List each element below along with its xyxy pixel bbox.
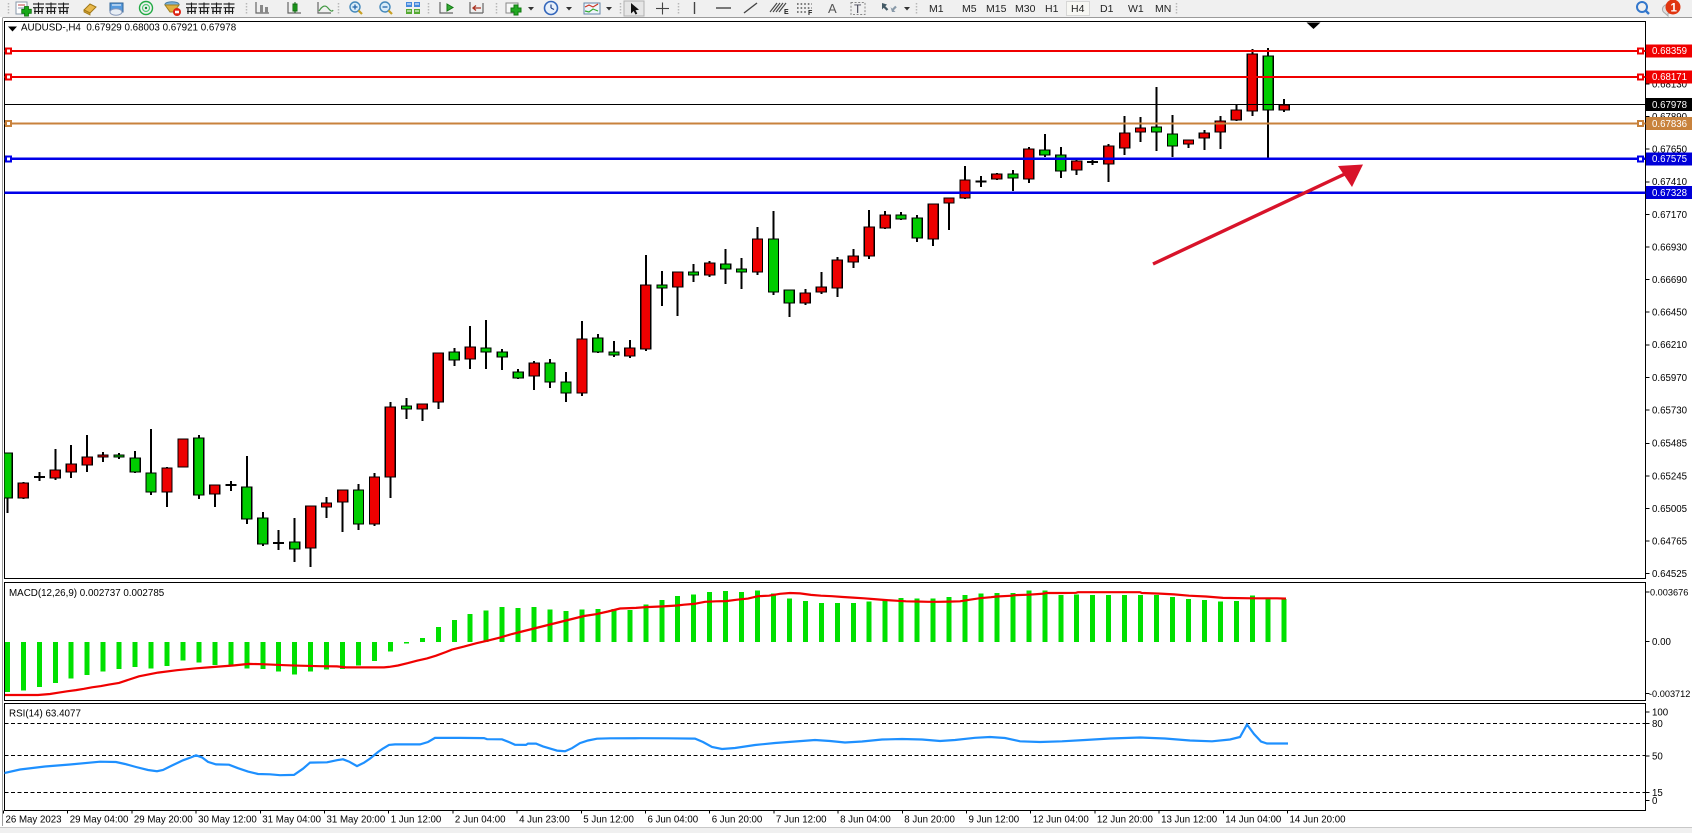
svg-text:15: 15 [1652,788,1663,799]
svg-text:7 Jun 12:00: 7 Jun 12:00 [776,815,827,826]
svg-text:30 May 12:00: 30 May 12:00 [198,815,257,826]
svg-text:W1: W1 [1128,3,1144,15]
svg-text:0.68130: 0.68130 [1652,79,1688,90]
svg-text:0.65245: 0.65245 [1652,471,1687,482]
svg-text:12 Jun 20:00: 12 Jun 20:00 [1097,815,1154,826]
svg-text:0: 0 [1652,796,1658,807]
svg-text:5 Jun 12:00: 5 Jun 12:00 [583,815,634,826]
svg-text:31 May 04:00: 31 May 04:00 [262,815,321,826]
svg-text:H4: H4 [1071,3,1085,15]
svg-text:29 May 20:00: 29 May 20:00 [134,815,193,826]
svg-text:0.67575: 0.67575 [1652,154,1687,165]
svg-text:0.65730: 0.65730 [1652,405,1688,416]
svg-text:0.00: 0.00 [1652,637,1671,648]
svg-text:100: 100 [1652,707,1669,718]
svg-text:E: E [784,9,789,16]
svg-text:F: F [808,10,813,17]
svg-text:0.64765: 0.64765 [1652,537,1687,548]
svg-text:T: T [854,2,862,16]
svg-text:0.66450: 0.66450 [1652,308,1688,319]
svg-text:12 Jun 04:00: 12 Jun 04:00 [1033,815,1090,826]
svg-text:0.67328: 0.67328 [1652,188,1687,199]
svg-text:6 Jun 20:00: 6 Jun 20:00 [712,815,763,826]
svg-text:AUDUSD-,H4 0.67929 0.68003 0.: AUDUSD-,H4 0.67929 0.68003 0.67921 0.679… [21,23,237,34]
svg-text:-0.003712: -0.003712 [1649,689,1690,699]
svg-text:M5: M5 [962,3,977,15]
svg-text:80: 80 [1652,719,1663,730]
svg-text:6 Jun 04:00: 6 Jun 04:00 [648,815,699,826]
svg-text:8 Jun 20:00: 8 Jun 20:00 [904,815,955,826]
svg-text:0.64525: 0.64525 [1652,569,1687,580]
svg-text:H1: H1 [1045,3,1059,15]
svg-text:M30: M30 [1015,3,1036,15]
svg-text:0.67170: 0.67170 [1652,210,1688,221]
svg-text:A: A [828,1,837,16]
svg-text:0.65970: 0.65970 [1652,373,1688,384]
svg-text:0.67836: 0.67836 [1652,119,1687,130]
svg-text:0.67650: 0.67650 [1652,145,1688,156]
svg-text:0.65485: 0.65485 [1652,439,1687,450]
svg-text:26 May 2023: 26 May 2023 [6,815,62,826]
svg-text:0.66930: 0.66930 [1652,242,1688,253]
svg-text:D1: D1 [1100,3,1114,15]
svg-text:9 Jun 12:00: 9 Jun 12:00 [969,815,1020,826]
svg-text:MACD(12,26,9) 0.002737 0.00278: MACD(12,26,9) 0.002737 0.002785 [9,588,165,599]
svg-text:0.67410: 0.67410 [1652,177,1688,188]
svg-text:14 Jun 20:00: 14 Jun 20:00 [1290,815,1347,826]
svg-text:31 May 20:00: 31 May 20:00 [327,815,386,826]
svg-text:13 Jun 12:00: 13 Jun 12:00 [1161,815,1218,826]
svg-text:4 Jun 23:00: 4 Jun 23:00 [519,815,570,826]
svg-text:MN: MN [1155,3,1171,15]
svg-text:29 May 04:00: 29 May 04:00 [70,815,129,826]
svg-text:0.66690: 0.66690 [1652,275,1688,286]
svg-text:50: 50 [1652,751,1663,762]
svg-text:0.65005: 0.65005 [1652,504,1687,515]
svg-text:RSI(14) 63.4077: RSI(14) 63.4077 [9,709,81,720]
svg-text:0.003676: 0.003676 [1650,587,1688,597]
svg-text:1: 1 [1671,3,1678,15]
svg-text:0.66210: 0.66210 [1652,340,1688,351]
svg-text:0.67978: 0.67978 [1652,100,1687,111]
svg-text:M15: M15 [986,3,1007,15]
svg-text:M1: M1 [929,3,944,15]
svg-text:14 Jun 04:00: 14 Jun 04:00 [1225,815,1282,826]
svg-text:2 Jun 04:00: 2 Jun 04:00 [455,815,506,826]
svg-text:1 Jun 12:00: 1 Jun 12:00 [391,815,442,826]
svg-text:0.68171: 0.68171 [1652,72,1687,83]
svg-text:0.68359: 0.68359 [1652,46,1687,57]
svg-text:8 Jun 04:00: 8 Jun 04:00 [840,815,891,826]
